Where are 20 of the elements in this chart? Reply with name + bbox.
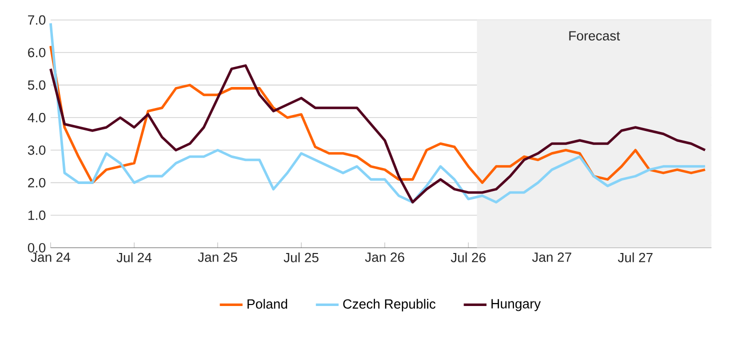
x-tick-label: Jul 27 xyxy=(618,252,653,262)
x-tick-label: Jul 24 xyxy=(116,252,152,262)
band-label: Forecast xyxy=(569,31,620,40)
y-tick-label: 3.0 xyxy=(28,145,46,155)
x-tick-label: Jan 25 xyxy=(198,252,238,262)
x-tick-label: Jul 25 xyxy=(284,252,318,262)
legend-label: Hungary xyxy=(492,298,541,311)
y-tick-label: 0.0 xyxy=(28,242,46,252)
x-tick-label: Jan 24 xyxy=(30,252,70,262)
x-tick-label: Jan 26 xyxy=(365,252,404,262)
y-tick-label: 4.0 xyxy=(28,112,46,122)
y-tick-label: 7.0 xyxy=(28,15,46,25)
y-tick-label: 2.0 xyxy=(28,178,46,188)
x-tick-label: Jul 26 xyxy=(450,252,486,262)
y-tick-label: 1.0 xyxy=(28,210,46,220)
x-tick-label: Jan 27 xyxy=(532,252,572,262)
legend-label: Poland xyxy=(248,298,288,309)
y-tick-label: 6.0 xyxy=(28,48,46,58)
y-tick-label: 5.0 xyxy=(28,80,46,90)
legend-label: Czech Republic xyxy=(343,298,436,312)
